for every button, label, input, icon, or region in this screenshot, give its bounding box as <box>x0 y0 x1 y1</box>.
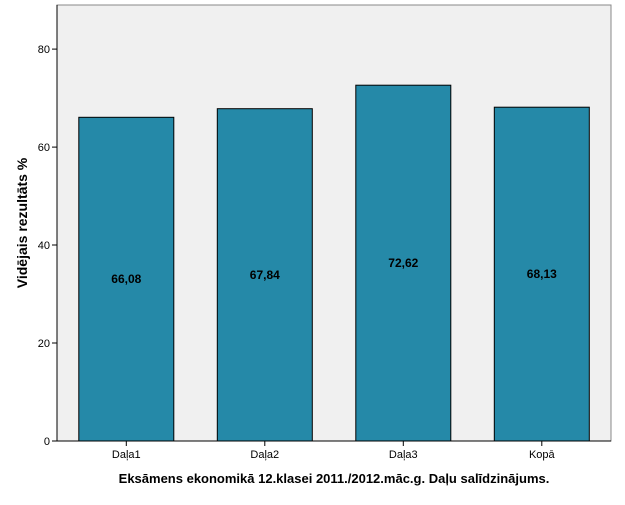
x-axis-title: Eksāmens ekonomikā 12.klasei 2011./2012.… <box>119 471 550 486</box>
bar-value-label: 67,84 <box>250 268 280 282</box>
y-tick-label: 20 <box>38 338 50 350</box>
x-tick-label: Daļa3 <box>389 449 418 461</box>
bar-3 <box>355 84 452 442</box>
bar-4 <box>493 106 590 442</box>
x-tick-label: Kopā <box>529 449 556 461</box>
bar-1 <box>78 116 175 442</box>
y-tick-label: 60 <box>38 142 50 154</box>
x-tick-label: Daļa2 <box>250 449 279 461</box>
value-labels: 66,08 67,84 72,62 68,13 <box>111 256 557 286</box>
y-axis-title: Vidējais rezultāts % <box>14 157 30 288</box>
x-tick-label: Daļa1 <box>112 449 141 461</box>
y-tick-label: 40 <box>38 240 50 252</box>
bar-2 <box>216 108 313 442</box>
y-tick-label: 0 <box>44 436 50 448</box>
bars <box>78 84 590 442</box>
y-axis-ticks: 0 20 40 60 80 <box>38 44 57 448</box>
x-axis-ticks: Daļa1 Daļa2 Daļa3 Kopā <box>112 441 556 461</box>
y-tick-label: 80 <box>38 44 50 56</box>
bar-value-label: 68,13 <box>527 267 557 281</box>
bar-value-label: 72,62 <box>388 256 418 270</box>
bar-value-label: 66,08 <box>111 272 141 286</box>
